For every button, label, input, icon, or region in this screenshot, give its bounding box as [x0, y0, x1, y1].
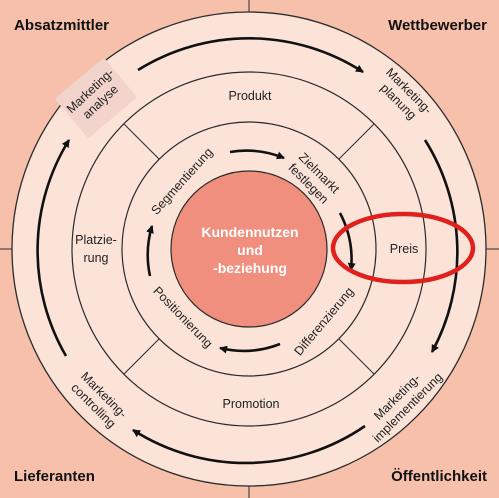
arrow-targeting-to-differentiation: [338, 212, 356, 271]
label-promotion: Promotion: [223, 397, 280, 411]
label-produkt: Produkt: [228, 89, 272, 103]
mix-divider-bottom-left: [123, 338, 160, 375]
mix-divider-bottom-right: [338, 338, 375, 375]
svg-text:Kundennutzen: Kundennutzen: [201, 224, 298, 240]
mix-divider-top-left: [123, 123, 160, 160]
marketing-mix-ring: [71, 71, 427, 427]
label-preis: Preis: [390, 242, 418, 256]
svg-text:rung: rung: [83, 251, 108, 265]
corner-label-wettbewerber: Wettbewerber: [388, 17, 487, 34]
price-highlight-ellipse: [330, 211, 476, 285]
arrow-controlling-to-analysis: [36, 139, 71, 357]
corner-label-lieferanten: Lieferanten: [14, 468, 95, 485]
center-circle: [170, 170, 328, 328]
svg-text:-beziehung: -beziehung: [213, 260, 287, 276]
arrow-differentiation-to-positioning: [219, 342, 281, 354]
center-label: Kundennutzen und -beziehung: [201, 224, 298, 276]
arrow-planning-to-implementation: [423, 139, 459, 353]
svg-text:Platzie-: Platzie-: [75, 233, 117, 247]
arrow-segmentation-to-targeting: [229, 149, 285, 160]
mix-divider-top-right: [338, 123, 375, 160]
svg-text:und: und: [237, 242, 263, 258]
arrow-implementation-to-controlling: [132, 424, 366, 465]
strategy-ring: [121, 121, 377, 377]
arrow-analysis-to-planning: [137, 37, 364, 74]
arrow-positioning-to-segmentation: [146, 225, 154, 277]
corner-label-oeffentlichkeit: Öffentlichkeit: [391, 468, 487, 485]
label-platzierung: Platzie- rung: [75, 233, 117, 265]
analysis-highlight-box: [56, 58, 136, 138]
corner-label-absatzmittler: Absatzmittler: [14, 17, 109, 34]
